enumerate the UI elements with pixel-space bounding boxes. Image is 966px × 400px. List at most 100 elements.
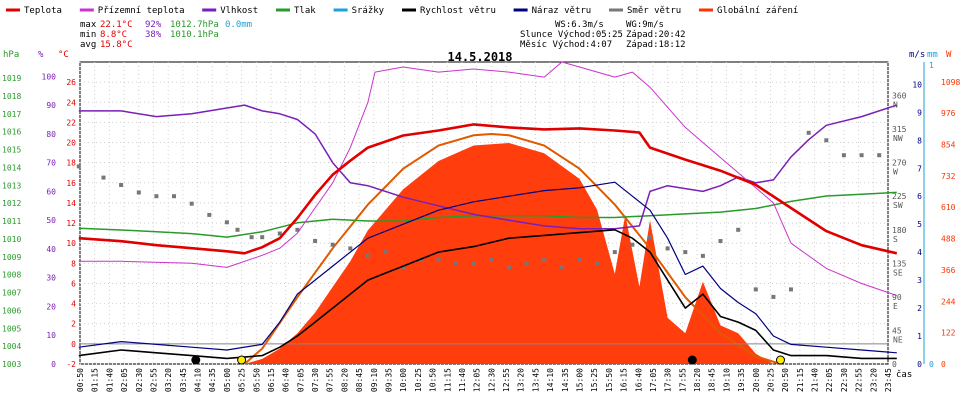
wind-direction-point bbox=[295, 227, 300, 232]
legend-label: Teplota bbox=[24, 6, 62, 16]
wind-direction-point bbox=[76, 164, 81, 169]
tick-temp: 18 bbox=[66, 159, 76, 168]
tick-temp: 0 bbox=[71, 340, 76, 349]
tick-w: 610 bbox=[941, 203, 956, 212]
wind-direction-point bbox=[524, 261, 529, 266]
tick-direction-name: W bbox=[893, 168, 898, 177]
tick-direction-name: SE bbox=[893, 268, 903, 277]
tick-time: 23:45 bbox=[884, 368, 893, 392]
tick-direction: 315 bbox=[892, 125, 907, 134]
tick-time: 03:20 bbox=[164, 368, 173, 392]
tick-time: 18:45 bbox=[708, 368, 717, 392]
tick-time: 06:40 bbox=[282, 368, 291, 392]
x-axis-label: čas bbox=[896, 369, 912, 380]
tick-time: 15:50 bbox=[605, 368, 614, 392]
tick-temp: 10 bbox=[66, 239, 76, 248]
wind-direction-point bbox=[189, 201, 194, 206]
tick-time: 19:10 bbox=[722, 368, 731, 392]
tick-direction: 45 bbox=[892, 326, 902, 335]
tick-hpa: 1003 bbox=[2, 360, 21, 369]
wind-direction-point bbox=[612, 250, 617, 255]
tick-w: 854 bbox=[941, 141, 956, 150]
tick-direction: 90 bbox=[892, 293, 902, 302]
axis-label-pct: % bbox=[38, 50, 44, 60]
wind-direction-point bbox=[277, 231, 282, 236]
tick-hpa: 1006 bbox=[2, 306, 21, 315]
moonrise-marker bbox=[191, 355, 201, 365]
tick-ms: 2 bbox=[917, 304, 922, 313]
legend-label: Tlak bbox=[294, 6, 316, 16]
axis-label-hpa: hPa bbox=[3, 50, 19, 60]
tick-ms: 10 bbox=[912, 80, 922, 89]
tick-ms: 0 bbox=[917, 360, 922, 369]
legend-label: Globální záření bbox=[717, 6, 798, 16]
wind-direction-point bbox=[365, 253, 370, 258]
tick-pct: 50 bbox=[46, 216, 56, 225]
stats-text: avg bbox=[80, 40, 96, 50]
stats-wg: WG:9m/s bbox=[626, 20, 664, 30]
tick-hpa: 1013 bbox=[2, 181, 21, 190]
tick-temp: 12 bbox=[66, 219, 76, 228]
stats-text: 92% bbox=[145, 20, 162, 30]
pressure-line bbox=[78, 191, 897, 238]
tick-time: 19:35 bbox=[737, 368, 746, 392]
tick-time: 22:05 bbox=[825, 368, 834, 392]
tick-direction-name: SW bbox=[893, 201, 903, 210]
tick-direction: 180 bbox=[892, 226, 907, 235]
tick-direction: 0 bbox=[892, 360, 897, 369]
tick-direction: 360 bbox=[892, 92, 907, 101]
wind-direction-point bbox=[648, 235, 652, 240]
tick-temp: 24 bbox=[66, 98, 76, 107]
wind-direction-point bbox=[559, 265, 564, 270]
wind-direction-point bbox=[595, 261, 600, 266]
tick-direction-name: S bbox=[893, 235, 898, 244]
tick-time: 14:10 bbox=[546, 368, 555, 392]
tick-hpa: 1014 bbox=[2, 163, 21, 172]
tick-pct: 70 bbox=[46, 159, 56, 168]
wind-direction-point bbox=[577, 257, 582, 262]
stats-text: 1012.7hPa bbox=[170, 20, 219, 30]
tick-direction-name: NW bbox=[893, 134, 903, 143]
tick-w: 122 bbox=[941, 329, 956, 338]
tick-time: 04:35 bbox=[208, 368, 217, 392]
tick-temp: 20 bbox=[66, 139, 76, 148]
tick-pct: 100 bbox=[42, 72, 57, 81]
tick-time: 10:50 bbox=[429, 368, 438, 392]
tick-pct: 0 bbox=[51, 360, 56, 369]
wind-direction-point bbox=[235, 227, 240, 232]
tick-time: 17:55 bbox=[678, 368, 687, 392]
tick-time: 08:20 bbox=[340, 368, 349, 392]
wind-direction-point bbox=[630, 242, 635, 247]
tick-mm: 0 bbox=[929, 360, 934, 369]
radiation-area bbox=[244, 143, 774, 364]
stats-moonset: Západ:18:12 bbox=[626, 40, 686, 50]
tick-temp: 8 bbox=[71, 259, 76, 268]
wind-direction-point bbox=[401, 265, 406, 270]
wind-direction-point bbox=[471, 261, 476, 266]
tick-time: 12:30 bbox=[487, 368, 496, 392]
stats-text: 1010.1hPa bbox=[170, 30, 219, 40]
tick-time: 09:35 bbox=[385, 368, 394, 392]
tick-time: 18:20 bbox=[693, 368, 702, 392]
wind-direction-point bbox=[824, 138, 829, 143]
stats-sunset: Západ:20:42 bbox=[626, 30, 686, 40]
tick-time: 05:50 bbox=[252, 368, 261, 392]
axis-label-ms: m/s bbox=[909, 50, 925, 60]
tick-w: 366 bbox=[941, 266, 956, 275]
tick-time: 05:00 bbox=[223, 368, 232, 392]
tick-pct: 60 bbox=[46, 187, 56, 196]
tick-time: 07:05 bbox=[296, 368, 305, 392]
tick-mm: 1 bbox=[929, 61, 934, 70]
tick-time: 13:20 bbox=[517, 368, 526, 392]
tick-time: 21:40 bbox=[811, 368, 820, 392]
tick-time: 03:45 bbox=[179, 368, 188, 392]
legend-label: Směr větru bbox=[627, 6, 681, 16]
stats-ws: WS:6.3m/s bbox=[555, 20, 604, 30]
tick-time: 14:35 bbox=[561, 368, 570, 392]
stats-moon: Měsíc Východ:4:07 bbox=[520, 40, 612, 50]
tick-hpa: 1010 bbox=[2, 235, 21, 244]
tick-time: 07:30 bbox=[311, 368, 320, 392]
tick-time: 22:30 bbox=[840, 368, 849, 392]
tick-direction: 135 bbox=[892, 259, 907, 268]
